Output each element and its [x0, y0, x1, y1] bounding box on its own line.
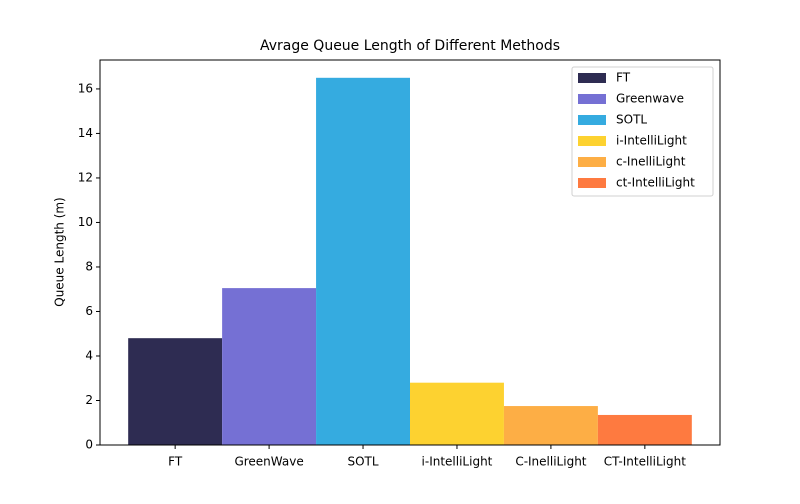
y-tick-label: 12	[78, 170, 93, 184]
bar	[503, 406, 598, 445]
y-tick-label: 16	[78, 81, 93, 95]
y-tick-label: 2	[85, 393, 93, 407]
x-tick-label: CT-IntelliLight	[604, 455, 686, 469]
legend-swatch	[578, 157, 606, 167]
chart-title: Avrage Queue Length of Different Methods	[260, 38, 560, 54]
legend-swatch	[578, 136, 606, 146]
y-tick-label: 0	[85, 438, 93, 452]
legend-label: c-InelliLight	[616, 155, 686, 169]
legend-label: FT	[616, 71, 631, 85]
x-tick-label: i-IntelliLight	[422, 455, 493, 469]
legend-swatch	[578, 73, 606, 83]
y-tick-label: 8	[85, 259, 93, 273]
x-tick-label: C-InelliLight	[515, 455, 586, 469]
x-tick-label: GreenWave	[234, 455, 303, 469]
legend-swatch	[578, 115, 606, 125]
y-tick-label: 6	[85, 304, 93, 318]
bar	[128, 338, 223, 445]
legend-box	[571, 66, 714, 197]
y-tick-label: 14	[78, 126, 93, 140]
legend-label: Greenwave	[616, 92, 684, 106]
bar	[597, 414, 692, 445]
y-axis-label: Queue Length (m)	[53, 197, 67, 307]
axes-frame	[99, 59, 721, 446]
y-tick-label: 10	[78, 215, 93, 229]
bar	[222, 288, 317, 445]
x-tick-label: SOTL	[347, 455, 378, 469]
legend-swatch	[578, 178, 606, 188]
legend-label: i-IntelliLight	[616, 134, 687, 148]
legend-label: ct-IntelliLight	[616, 176, 695, 190]
x-tick-label: FT	[168, 455, 183, 469]
legend-swatch	[578, 94, 606, 104]
bar	[410, 382, 504, 445]
y-tick-label: 4	[85, 348, 93, 362]
bar	[316, 77, 410, 445]
legend-label: SOTL	[616, 113, 647, 127]
